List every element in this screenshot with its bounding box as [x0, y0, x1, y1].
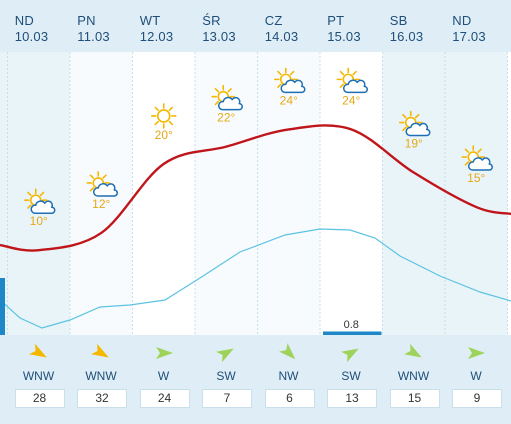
- wind-direction: W: [157, 369, 170, 383]
- wind-speed-box: 24: [139, 389, 190, 408]
- day-date: 16.03: [389, 29, 424, 44]
- partly-cloudy-icon: [336, 67, 368, 94]
- wind-cell-1: WNW 32: [70, 335, 132, 424]
- day-weekday: PT: [327, 13, 345, 28]
- precipitation-bar: [323, 331, 382, 335]
- column-background-4: [257, 52, 320, 335]
- day-weekday: WT: [139, 13, 161, 28]
- column-background-left: [0, 52, 8, 335]
- temperature-label: 20°: [155, 128, 173, 142]
- wind-arrow-icon: [341, 348, 359, 363]
- day-header-3: ŚR 13.03: [202, 13, 236, 45]
- wind-arrow-icon: [468, 347, 485, 359]
- day-header-row: ND 10.03 PN 11.03 WT 12.03 ŚR 13.03 CZ 14.03 PT 15.…: [0, 0, 511, 52]
- secondary-forecast-line: [0, 228, 511, 329]
- temperature-label: 10°: [30, 214, 48, 228]
- day-weekday: ND: [452, 13, 472, 28]
- wind-arrow-icon: [28, 343, 47, 358]
- wind-speed-box: 13: [327, 389, 377, 408]
- wind-direction: SW: [341, 369, 361, 383]
- partly-cloudy-icon: [211, 84, 243, 111]
- partly-cloudy-icon: [23, 188, 56, 214]
- day-date: 12.03: [139, 29, 174, 44]
- day-header-2: WT 12.03: [140, 13, 174, 45]
- day-header-4: CZ 14.03: [265, 13, 299, 45]
- temperature-label: 19°: [405, 137, 423, 151]
- wind-cell-6: WNW 15: [383, 335, 445, 424]
- wind-cell-3: SW 7: [195, 335, 257, 424]
- partly-cloudy-icon: [273, 67, 306, 94]
- day-date: 15.03: [327, 29, 361, 44]
- sun-icon: [150, 103, 177, 129]
- wind-direction: WNW: [85, 369, 117, 383]
- wind-direction: WNW: [22, 369, 55, 383]
- day-header-5: PT 15.03: [327, 13, 361, 45]
- wind-speed-box: 6: [264, 389, 315, 408]
- day-date: 11.03: [77, 29, 110, 44]
- wind-cell-4: NW 6: [258, 335, 320, 424]
- forecast-chart: 10° 12° 20° 22° 24° 24° 19° 15° 0.8: [0, 52, 511, 335]
- partly-cloudy-icon: [461, 145, 493, 171]
- wind-direction: NW: [278, 369, 299, 383]
- column-background-2: [132, 52, 195, 335]
- day-date: 13.03: [202, 29, 236, 44]
- temperature-label: 12°: [92, 197, 110, 211]
- day-header-7: ND 17.03: [452, 13, 486, 45]
- wind-arrow-icon: [91, 343, 109, 358]
- wind-arrow-icon: [403, 343, 422, 358]
- day-date: 14.03: [264, 29, 299, 44]
- partly-cloudy-icon: [86, 171, 118, 197]
- wind-speed-box: 32: [77, 389, 127, 408]
- temperature-label: 24°: [342, 93, 360, 107]
- wind-cell-0: WNW 28: [8, 335, 70, 424]
- wind-arrow-icon: [278, 343, 295, 360]
- column-background-7: [445, 52, 508, 335]
- wind-direction: WNW: [397, 369, 430, 383]
- day-weekday: ŚR: [202, 13, 221, 28]
- wind-arrow-icon: [155, 347, 173, 359]
- wind-cell-2: W 24: [133, 335, 195, 424]
- partly-cloudy-icon: [398, 110, 431, 137]
- temperature-line: [0, 124, 511, 252]
- wind-speed-box: 9: [452, 389, 502, 408]
- precipitation-label: 0.8: [344, 319, 359, 331]
- wind-direction: W: [470, 369, 482, 383]
- day-date: 10.03: [14, 29, 49, 44]
- column-background-5: [320, 52, 383, 335]
- wind-direction: SW: [216, 369, 236, 383]
- day-weekday: ND: [14, 13, 34, 28]
- wind-speed-box: 15: [389, 389, 440, 408]
- temperature-label: 24°: [280, 93, 298, 107]
- day-header-6: SB 16.03: [390, 13, 424, 45]
- temperature-label: 15°: [467, 171, 485, 185]
- wind-arrow-icon: [216, 348, 234, 363]
- wind-speed-box: 7: [202, 389, 252, 408]
- wind-row: WNW 28 WNW 32 W 24 SW 7 NW 6 SW 13 WNW 15 W 9: [0, 335, 511, 424]
- temperature-label: 22°: [217, 111, 235, 125]
- day-header-1: PN 11.03: [77, 13, 110, 45]
- wind-cell-5: SW 13: [320, 335, 382, 424]
- day-header-0: ND 10.03: [15, 13, 49, 45]
- day-weekday: CZ: [264, 13, 283, 28]
- scroll-left-handle[interactable]: [0, 278, 5, 335]
- column-background-6: [382, 52, 445, 335]
- day-weekday: PN: [77, 13, 96, 28]
- day-date: 17.03: [452, 29, 486, 44]
- day-weekday: SB: [389, 13, 408, 28]
- column-background-0: [7, 52, 70, 335]
- wind-speed-box: 28: [14, 389, 65, 408]
